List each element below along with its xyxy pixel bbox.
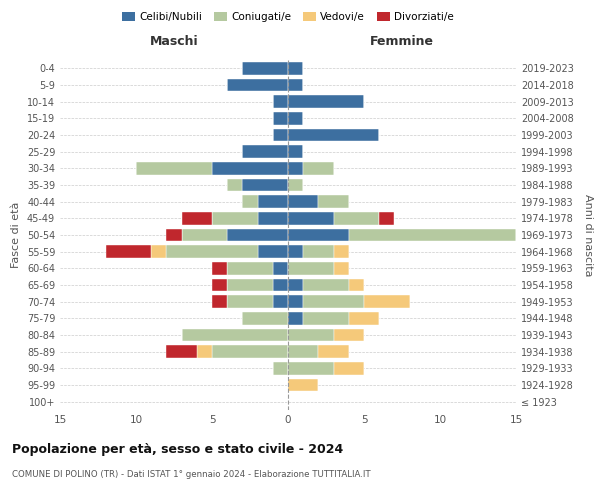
Bar [166,246,257,258]
Legend: Celibi/Nubili, Coniugati/e, Vedovi/e, Divorziati/e: Celibi/Nubili, Coniugati/e, Vedovi/e, Di… [118,8,458,26]
Bar [273,129,288,141]
Bar [288,129,379,141]
Bar [288,279,303,291]
Bar [227,296,273,308]
Bar [303,162,334,174]
Bar [349,229,516,241]
Bar [197,346,212,358]
Bar [227,279,273,291]
Bar [303,296,364,308]
Bar [182,329,288,341]
Bar [334,362,364,374]
Y-axis label: Fasce di età: Fasce di età [11,202,21,268]
Bar [151,246,166,258]
Bar [242,62,288,74]
Bar [106,246,151,258]
Bar [212,296,227,308]
Bar [379,212,394,224]
Bar [288,312,303,324]
Bar [364,296,410,308]
Bar [303,246,334,258]
Text: Femmine: Femmine [370,36,434,49]
Bar [288,96,364,108]
Text: Popolazione per età, sesso e stato civile - 2024: Popolazione per età, sesso e stato civil… [12,442,343,456]
Bar [288,196,319,208]
Bar [212,212,257,224]
Bar [288,79,303,92]
Bar [273,96,288,108]
Bar [273,262,288,274]
Bar [349,312,379,324]
Bar [288,112,303,124]
Bar [242,146,288,158]
Bar [212,262,227,274]
Bar [288,346,319,358]
Bar [288,379,319,391]
Y-axis label: Anni di nascita: Anni di nascita [583,194,593,276]
Bar [288,246,303,258]
Bar [288,146,303,158]
Bar [288,362,334,374]
Bar [288,62,303,74]
Bar [288,296,303,308]
Bar [334,262,349,274]
Bar [227,179,242,192]
Bar [257,246,288,258]
Bar [334,212,379,224]
Bar [242,196,257,208]
Bar [257,196,288,208]
Bar [303,279,349,291]
Bar [334,329,364,341]
Text: COMUNE DI POLINO (TR) - Dati ISTAT 1° gennaio 2024 - Elaborazione TUTTITALIA.IT: COMUNE DI POLINO (TR) - Dati ISTAT 1° ge… [12,470,371,479]
Bar [319,346,349,358]
Bar [303,312,349,324]
Bar [212,279,227,291]
Bar [273,112,288,124]
Bar [273,296,288,308]
Bar [349,279,364,291]
Bar [166,229,182,241]
Bar [242,179,288,192]
Bar [288,329,334,341]
Bar [288,162,303,174]
Bar [212,162,288,174]
Bar [273,362,288,374]
Bar [288,229,349,241]
Bar [227,262,273,274]
Bar [242,312,288,324]
Bar [212,346,288,358]
Text: Maschi: Maschi [149,36,199,49]
Bar [273,279,288,291]
Bar [288,179,303,192]
Bar [166,346,197,358]
Bar [334,246,349,258]
Bar [182,212,212,224]
Bar [288,212,334,224]
Bar [257,212,288,224]
Bar [288,262,334,274]
Bar [182,229,227,241]
Bar [136,162,212,174]
Bar [227,79,288,92]
Bar [227,229,288,241]
Bar [319,196,349,208]
